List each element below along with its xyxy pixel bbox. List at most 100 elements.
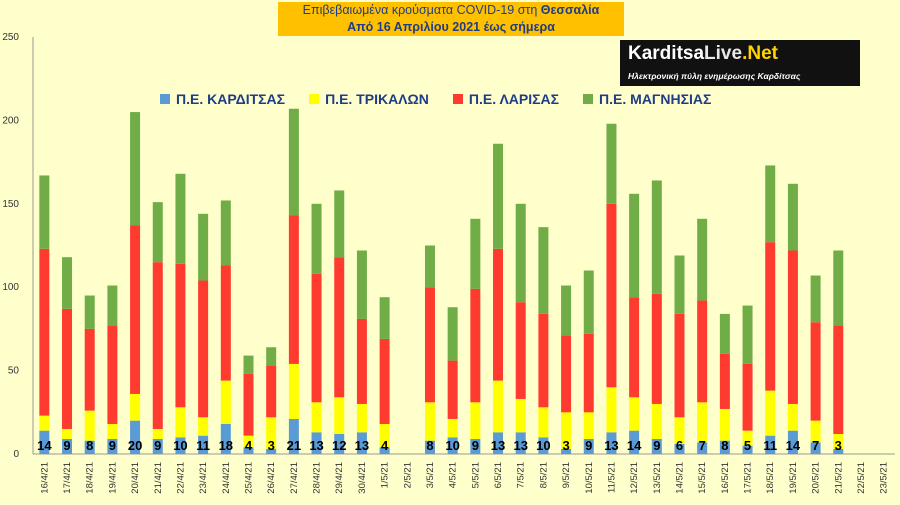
x-tick-label: 12/5/21 — [629, 462, 640, 494]
data-label: 8 — [426, 438, 433, 453]
chart-subtitle: Από 16 Απριλίου 2021 έως σήμερα — [347, 20, 555, 34]
bar-segment — [470, 402, 481, 439]
bar-segment — [651, 180, 662, 294]
bar-segment — [220, 200, 231, 266]
bar-segment — [697, 442, 708, 454]
bar-segment — [243, 373, 254, 436]
x-tick-label: 8/5/21 — [538, 462, 549, 488]
y-tick-label: 100 — [2, 282, 19, 293]
logo-brand: KarditsaLive.Net — [628, 43, 778, 65]
bar-segment — [515, 398, 526, 433]
bar-segment — [243, 355, 254, 374]
bar-segment — [334, 397, 345, 434]
x-tick-label: 7/5/21 — [516, 462, 527, 488]
x-tick-label: 21/5/21 — [833, 462, 844, 494]
legend-item-larisa: Π.Ε. ΛΑΡΙΣΑΣ — [452, 91, 560, 107]
bar-segment — [515, 432, 526, 454]
legend-swatch-magnisia — [583, 94, 594, 104]
bar-segment — [220, 423, 231, 454]
legend-swatch-trikala — [309, 94, 320, 104]
bar-segment — [629, 297, 640, 398]
x-tick-label: 5/5/21 — [470, 462, 481, 488]
data-label: 14 — [786, 438, 801, 453]
bar-segment — [674, 255, 685, 314]
bar-segment — [810, 322, 821, 421]
x-tick-label: 22/4/21 — [175, 462, 186, 494]
bar-segment — [288, 363, 299, 419]
data-label: 7 — [812, 438, 819, 453]
x-tick-label: 25/4/21 — [244, 462, 255, 494]
data-label: 3 — [562, 438, 569, 453]
bar-segment — [674, 313, 685, 418]
bar-segment — [787, 250, 798, 404]
bar-segment — [152, 428, 163, 439]
bar-segment — [765, 242, 776, 391]
bar-segment — [356, 250, 367, 319]
bar-segment — [538, 407, 549, 438]
bar-segment — [697, 218, 708, 301]
bar-segment — [606, 387, 617, 433]
data-label: 9 — [109, 438, 116, 453]
x-tick-label: 11/5/21 — [606, 462, 617, 493]
bar-segment — [583, 438, 594, 454]
y-tick-label: 0 — [13, 449, 19, 460]
x-tick-label: 27/4/21 — [289, 462, 300, 494]
data-label: 9 — [472, 438, 479, 453]
x-tick-label: 28/4/21 — [312, 462, 323, 494]
bar-segment — [334, 190, 345, 258]
bar-segment — [697, 402, 708, 443]
data-label: 8 — [86, 438, 93, 453]
bar-segment — [742, 445, 753, 454]
data-label: 7 — [699, 438, 706, 453]
bar-segment — [39, 415, 50, 431]
bar-segment — [606, 432, 617, 454]
data-label: 11 — [196, 438, 210, 453]
bar-segment — [583, 270, 594, 334]
bar-segment — [629, 397, 640, 431]
data-label: 13 — [513, 438, 527, 453]
bar-segment — [62, 308, 73, 429]
x-tick-label: 17/4/21 — [62, 462, 73, 494]
bar-segment — [833, 250, 844, 326]
bar-segment — [107, 438, 118, 454]
bar-segment — [198, 280, 209, 418]
bar-segment — [130, 393, 141, 421]
bar-segment — [719, 440, 730, 454]
bar-segment — [424, 440, 435, 454]
legend-label-trikala: Π.Ε. ΤΡΙΚΑΛΩΝ — [325, 91, 429, 107]
bar-segment — [447, 307, 458, 361]
legend-label-magnisia: Π.Ε. ΜΑΓΝΗΣΙΑΣ — [599, 91, 712, 107]
bar-segment — [152, 438, 163, 454]
x-tick-label: 10/5/21 — [584, 462, 595, 494]
x-tick-label: 22/5/21 — [856, 462, 867, 494]
bar-segment — [561, 448, 572, 454]
bar-segment — [810, 442, 821, 454]
bar-segment — [470, 218, 481, 289]
bar-segment — [493, 380, 504, 433]
bar-segment — [561, 412, 572, 449]
bar-segment — [561, 285, 572, 336]
bar-segment — [493, 143, 504, 249]
bar-segment — [470, 288, 481, 403]
bar-segment — [742, 430, 753, 446]
bar-segment — [130, 225, 141, 394]
bar-segment — [243, 447, 254, 454]
bar-segment — [787, 403, 798, 431]
bar-segment — [62, 257, 73, 309]
bar-segment — [311, 273, 322, 403]
bar-segment — [62, 428, 73, 439]
bar-segment — [787, 430, 798, 454]
bar-segment — [152, 202, 163, 263]
bar-segment — [311, 432, 322, 454]
bar-segment — [606, 123, 617, 204]
legend-swatch-larisa — [452, 94, 463, 104]
bar-segment — [175, 263, 186, 408]
logo-tagline: Ηλεκτρονική πύλη ενημέρωσης Καρδίτσας — [628, 71, 801, 81]
data-label: 13 — [491, 438, 505, 453]
legend-label-larisa: Π.Ε. ΛΑΡΙΣΑΣ — [468, 91, 560, 107]
x-tick-label: 19/5/21 — [788, 462, 799, 494]
data-label: 4 — [381, 438, 389, 453]
x-tick-label: 19/4/21 — [107, 462, 118, 494]
x-tick-label: 15/5/21 — [697, 462, 708, 494]
bar-segment — [311, 402, 322, 433]
